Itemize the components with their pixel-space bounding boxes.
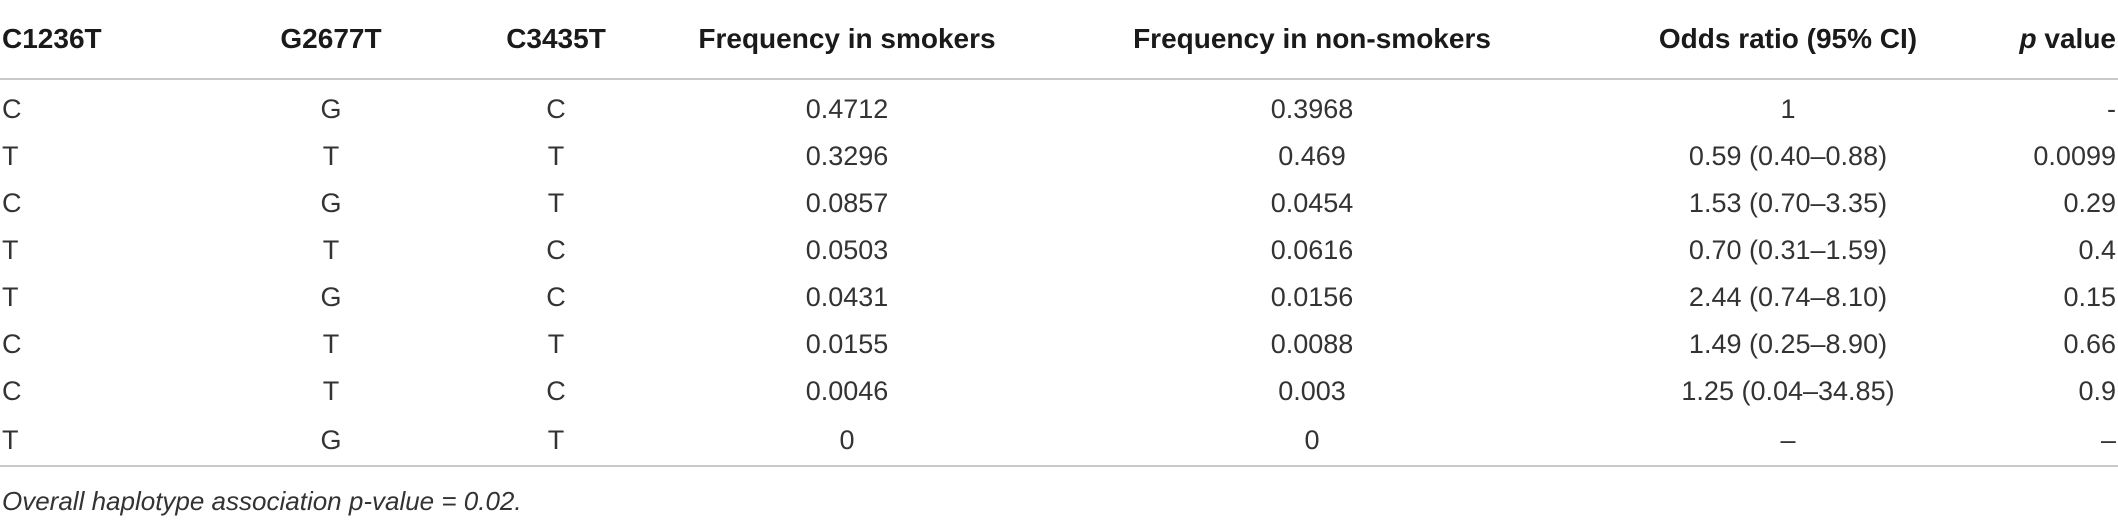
header-g2677t: G2677T (212, 0, 450, 80)
cell-freq-non-smokers: 0.003 (1278, 376, 1346, 406)
cell-freq-smokers: 0.0155 (805, 329, 889, 359)
header-frequency-smokers: Frequency in smokers (662, 0, 1032, 80)
header-frequency-non-smokers: Frequency in non-smokers (1032, 0, 1592, 80)
cell-g2677t: G (212, 415, 450, 467)
header-c1236t: C1236T (0, 0, 212, 80)
table-row: C T T 0.0155 0.0088 1.49 (0.25–8.90) 0.66 (0, 321, 2118, 368)
cell-freq-non-smokers: 0.0156 (1270, 282, 1354, 312)
header-c3435t: C3435T (450, 0, 662, 80)
cell-odds-ratio: 1.49 (0.25–8.90) (1688, 329, 1888, 359)
cell-g2677t: T (322, 235, 340, 265)
table-footnote: Overall haplotype association p-value = … (2, 486, 522, 516)
cell-odds-ratio: 2.44 (0.74–8.10) (1688, 282, 1888, 312)
header-odds-ratio: Odds ratio (95% CI) (1592, 0, 1984, 80)
cell-g2677t: G (320, 282, 342, 312)
cell-c3435t: C (546, 376, 566, 406)
table-header: C1236T G2677T C3435T Frequency in smoker… (0, 0, 2118, 80)
table-row: C T C 0.0046 0.003 1.25 (0.04–34.85) 0.9 (0, 368, 2118, 415)
cell-c1236t: T (0, 415, 212, 467)
cell-c3435t: T (547, 188, 565, 218)
cell-c3435t: C (546, 235, 566, 265)
cell-p-value: – (1984, 415, 2118, 467)
cell-g2677t: T (322, 376, 340, 406)
cell-freq-smokers: 0.0857 (805, 188, 889, 218)
cell-c1236t: C (2, 94, 22, 124)
cell-c1236t: C (2, 188, 22, 218)
cell-c1236t: C (2, 329, 22, 359)
cell-freq-non-smokers: 0.0616 (1270, 235, 1354, 265)
cell-freq-non-smokers: 0 (1032, 415, 1592, 467)
cell-p-value: 0.66 (2063, 329, 2116, 359)
cell-freq-smokers: 0.0503 (805, 235, 889, 265)
cell-odds-ratio: 1.25 (0.04–34.85) (1681, 376, 1895, 406)
header-p-value: p value (1984, 0, 2118, 80)
cell-c1236t: C (2, 376, 22, 406)
table-body: C G C 0.4712 0.3968 1- T T T 0.3296 0.469 0.59 (0.4… (0, 79, 2118, 467)
cell-p-value: - (2107, 94, 2116, 124)
cell-odds-ratio: 1.53 (0.70–3.35) (1688, 188, 1888, 218)
table-row: T T T 0.3296 0.469 0.59 (0.40–0.88) 0.0099 (0, 133, 2118, 180)
cell-p-value: 0.9 (2078, 376, 2116, 406)
cell-c1236t: T (2, 282, 19, 312)
haplotype-table-container: C1236T G2677T C3435T Frequency in smoker… (0, 0, 2118, 467)
cell-c3435t: C (546, 282, 566, 312)
cell-p-value: 0.15 (2063, 282, 2116, 312)
cell-p-value: 0.0099 (2033, 141, 2116, 171)
table-row: C G T 0.0857 0.0454 1.53 (0.70–3.35) 0.29 (0, 180, 2118, 227)
cell-g2677t: G (320, 94, 342, 124)
table-row: C G C 0.4712 0.3968 1 - (0, 79, 2118, 133)
cell-g2677t: T (322, 329, 340, 359)
cell-c3435t: T (450, 415, 662, 467)
cell-freq-non-smokers: 0.0454 (1270, 188, 1354, 218)
cell-c3435t: C (546, 94, 566, 124)
cell-freq-non-smokers: 0.3968 (1270, 94, 1354, 124)
cell-odds-ratio: – (1592, 415, 1984, 467)
cell-freq-smokers: 0.0431 (805, 282, 889, 312)
table-row: T G C 0.0431 0.0156 2.44 (0.74–8.10) 0.15 (0, 274, 2118, 321)
cell-freq-non-smokers: 0.0088 (1270, 329, 1354, 359)
cell-g2677t: G (320, 188, 342, 218)
cell-c1236t: T (2, 141, 19, 171)
cell-p-value: 0.4 (2078, 235, 2116, 265)
table-row: T G T 0 0– – (0, 415, 2118, 467)
table-row: T T C 0.0503 0.0616 0.70 (0.31–1.59) 0.4 (0, 227, 2118, 274)
cell-freq-smokers: 0 (662, 415, 1032, 467)
header-row: C1236T G2677T C3435T Frequency in smoker… (0, 0, 2118, 80)
cell-odds-ratio: 0.70 (0.31–1.59) (1688, 235, 1888, 265)
cell-odds-ratio: 1 (1780, 94, 1796, 124)
haplotype-table: C1236T G2677T C3435T Frequency in smoker… (0, 0, 2118, 467)
cell-freq-smokers: 0.3296 (805, 141, 889, 171)
cell-p-value: 0.29 (2063, 188, 2116, 218)
cell-c1236t: T (2, 235, 19, 265)
cell-odds-ratio: 0.59 (0.40–0.88) (1688, 141, 1888, 171)
header-p-suffix: value (2036, 23, 2116, 54)
cell-freq-smokers: 0.4712 (805, 94, 889, 124)
cell-c3435t: T (547, 329, 565, 359)
cell-g2677t: T (322, 141, 340, 171)
cell-freq-non-smokers: 0.469 (1278, 141, 1346, 171)
cell-c3435t: T (547, 141, 565, 171)
header-p-italic: p (2019, 23, 2037, 54)
cell-freq-smokers: 0.0046 (805, 376, 889, 406)
